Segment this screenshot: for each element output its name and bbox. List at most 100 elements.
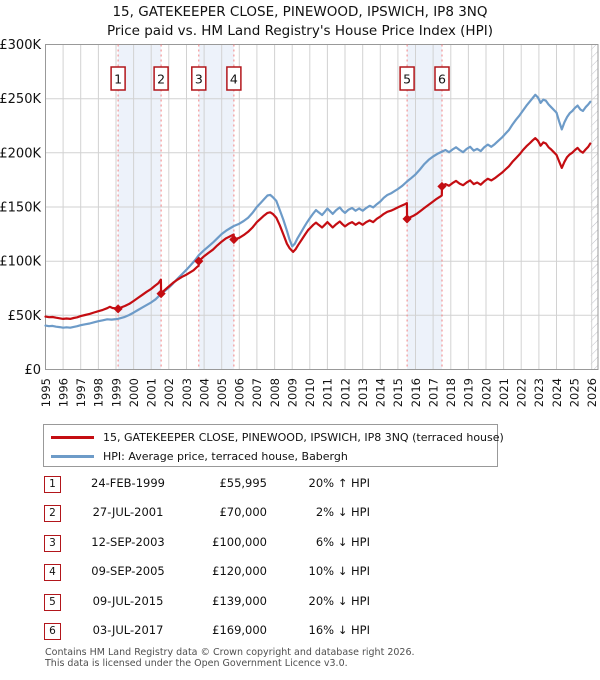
sale-row-2: 2 27-JUL-2001 £70,000 2% ↓ HPI (0, 500, 600, 529)
sale-price: £55,995 (219, 476, 267, 490)
sale-number-box (399, 66, 415, 91)
x-axis-tick-label: 1999 (109, 378, 123, 407)
sale-marker (113, 304, 123, 314)
legend-label-hpi: HPI: Average price, terraced house, Babe… (103, 450, 348, 463)
x-axis-tick-label: 2013 (356, 378, 370, 407)
y-axis-tick-label: £300K (0, 38, 41, 53)
sale-row-4: 4 09-SEP-2005 £120,000 10% ↓ HPI (0, 559, 600, 588)
sale-date: 24-FEB-1999 (91, 476, 165, 490)
x-axis-tick-label: 2025 (567, 378, 581, 407)
sale-row-3: 3 12-SEP-2003 £100,000 6% ↓ HPI (0, 530, 600, 559)
x-axis-tick-label: 2004 (197, 378, 211, 407)
page-title-line1: 15, GATEKEEPER CLOSE, PINEWOOD, IPSWICH,… (112, 4, 488, 20)
sale-number-label: 6 (438, 72, 446, 87)
y-axis-tick-label: £0 (24, 363, 41, 378)
y-axis-tick-label: £100K (0, 255, 41, 270)
x-axis-tick-label: 2014 (374, 378, 388, 407)
plot-border (45, 44, 599, 370)
sale-number-badge: 1 (44, 476, 61, 493)
sale-hpi-delta: 20% ↑ HPI (308, 476, 370, 490)
x-axis-tick-label: 2009 (286, 378, 300, 407)
x-axis-tick-label: 2005 (215, 378, 229, 407)
sale-marker (402, 214, 412, 224)
x-axis-tick-label: 2018 (444, 378, 458, 407)
sale-date: 09-SEP-2005 (91, 564, 165, 579)
x-axis-tick-label: 2020 (479, 378, 493, 407)
y-axis-tick-label: £250K (0, 92, 41, 107)
x-axis-tick-label: 2006 (233, 378, 247, 407)
x-axis-tick-label: 2007 (250, 378, 264, 407)
sale-hpi-delta: 2% ↓ HPI (315, 505, 370, 520)
x-axis-tick-label: 2023 (532, 378, 546, 407)
x-axis-tick-label: 2010 (303, 378, 317, 407)
x-axis-tick-label: 2022 (515, 378, 529, 407)
sale-price: £100,000 (212, 534, 267, 549)
sale-date: 27-JUL-2001 (92, 505, 164, 520)
x-axis-tick-label: 2003 (180, 378, 194, 407)
sale-date: 03-JUL-2017 (92, 623, 164, 637)
y-axis-tick-label: £150K (0, 201, 41, 216)
x-axis-tick-label: 2024 (550, 378, 564, 407)
x-axis-tick-label: 2016 (409, 378, 423, 407)
x-axis-tick-label: 2008 (268, 378, 282, 407)
sale-hpi-delta: 6% ↓ HPI (315, 534, 370, 549)
sale-price: £169,000 (212, 623, 267, 637)
sale-number-label: 4 (230, 72, 238, 87)
sale-number-label: 1 (114, 72, 122, 87)
x-axis-tick-label: 1995 (39, 378, 53, 407)
footer-license: Contains HM Land Registry data © Crown c… (45, 647, 415, 669)
legend-row-price: 15, GATEKEEPER CLOSE, PINEWOOD, IPSWICH,… (44, 428, 504, 447)
sale-row-5: 5 09-JUL-2015 £139,000 20% ↓ HPI (0, 589, 600, 618)
y-axis-tick-label: £50K (8, 309, 42, 324)
sale-date: 12-SEP-2003 (91, 534, 165, 549)
x-axis-tick-label: 1998 (92, 378, 106, 407)
price-line-swatch (51, 436, 94, 439)
x-axis-tick-label: 1997 (74, 378, 88, 407)
sale-number-badge: 3 (44, 534, 61, 552)
x-axis-tick-label: 2000 (127, 378, 141, 407)
sale-number-box (226, 66, 242, 91)
sale-hpi-delta: 16% ↓ HPI (308, 623, 370, 637)
legend-label-price: 15, GATEKEEPER CLOSE, PINEWOOD, IPSWICH,… (103, 431, 504, 444)
x-axis-tick-label: 2001 (145, 378, 159, 407)
x-axis-tick-label: 2026 (585, 378, 599, 407)
x-axis-tick-label: 2015 (391, 378, 405, 407)
sale-number-badge: 4 (44, 564, 61, 582)
sale-row-1: 1 24-FEB-1999 £55,995 20% ↑ HPI (0, 471, 600, 500)
sale-marker (156, 289, 166, 299)
sale-number-label: 3 (195, 72, 203, 87)
price-line (44, 137, 592, 320)
sale-number-label: 5 (403, 72, 411, 87)
sale-number-box (110, 66, 126, 91)
sale-marker (437, 181, 447, 192)
sale-price: £139,000 (212, 593, 267, 608)
sale-number-box (191, 66, 207, 91)
sale-row-6: 6 03-JUL-2017 £169,000 16% ↓ HPI (0, 618, 600, 647)
hpi-line (44, 93, 592, 329)
sale-hpi-delta: 20% ↓ HPI (308, 593, 370, 608)
sale-number-badge: 2 (44, 505, 61, 523)
y-axis-tick-label: £200K (0, 146, 41, 161)
gridlines (45, 44, 598, 370)
price-history-chart: 1 2 3 4 5 6 £0 £50K £100K £150K £200K £250K £300K 199… (0, 38, 599, 407)
hpi-line-swatch (51, 455, 94, 458)
x-axis-tick-label: 2021 (497, 378, 511, 407)
sale-number-label: 2 (157, 72, 165, 87)
x-axis-tick-label: 2002 (162, 378, 176, 407)
sale-hpi-delta: 10% ↓ HPI (308, 564, 370, 579)
sale-number-box (434, 66, 450, 91)
sale-price: £120,000 (212, 564, 267, 579)
page-title-line2: Price paid vs. HM Land Registry's House … (107, 23, 493, 39)
x-axis-tick-label: 2011 (321, 378, 335, 407)
sale-marker (229, 234, 239, 245)
x-axis-tick-label: 1996 (56, 378, 70, 407)
footer-line1: Contains HM Land Registry data © Crown c… (45, 647, 415, 658)
chart-title: 15, GATEKEEPER CLOSE, PINEWOOD, IPSWICH,… (0, 3, 600, 41)
footer-line2: This data is licensed under the Open Gov… (45, 657, 348, 669)
x-axis-tick-label: 2019 (462, 378, 476, 407)
chart-legend: 15, GATEKEEPER CLOSE, PINEWOOD, IPSWICH,… (43, 424, 504, 467)
sale-price: £70,000 (219, 505, 267, 520)
x-axis-tick-label: 2017 (426, 378, 440, 407)
x-axis-tick-label: 2012 (338, 378, 352, 407)
